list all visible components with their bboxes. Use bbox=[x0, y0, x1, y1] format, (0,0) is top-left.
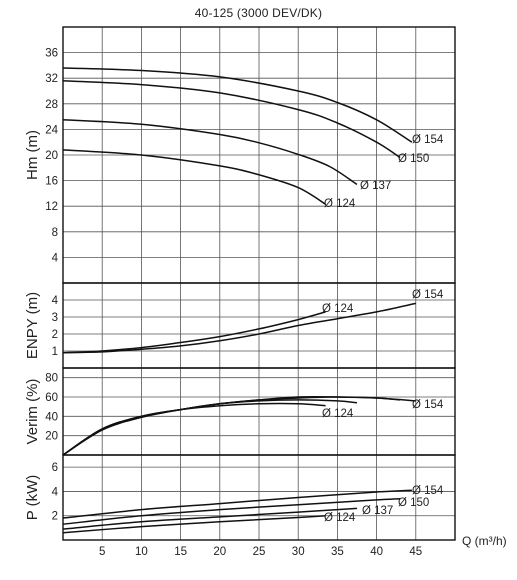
y-tick-label: 3 bbox=[52, 312, 58, 324]
y-tick-label: 4 bbox=[52, 486, 59, 498]
y-axis-label: Hm (m) bbox=[24, 130, 41, 180]
y-tick-label: 6 bbox=[52, 462, 58, 474]
diameter-label: Ø 154 bbox=[412, 289, 444, 301]
diameter-label: Ø 150 bbox=[398, 153, 429, 165]
x-tick-label: 45 bbox=[409, 546, 422, 558]
series-line-154 bbox=[62, 489, 412, 519]
x-tick-label: 15 bbox=[174, 546, 187, 558]
y-tick-label: 40 bbox=[45, 411, 58, 423]
y-tick-label: 4 bbox=[52, 295, 59, 307]
series-line-124 bbox=[62, 311, 326, 354]
panel-frame bbox=[62, 454, 456, 541]
y-tick-label: 8 bbox=[52, 227, 58, 239]
y-tick-label: 36 bbox=[45, 48, 58, 60]
y-tick-label: 60 bbox=[45, 392, 58, 404]
diameter-label: Ø 154 bbox=[412, 134, 444, 146]
diameter-label: Ø 137 bbox=[360, 180, 391, 192]
y-axis-label: P (kW) bbox=[24, 475, 41, 521]
y-tick-label: 20 bbox=[45, 150, 58, 162]
y-tick-label: 2 bbox=[52, 329, 58, 341]
x-tick-label: 40 bbox=[370, 546, 383, 558]
series-line-150 bbox=[62, 80, 401, 159]
diameter-label: Ø 124 bbox=[322, 408, 354, 420]
y-tick-label: 16 bbox=[45, 176, 58, 188]
x-tick-label: 35 bbox=[331, 546, 344, 558]
y-tick-label: 24 bbox=[45, 124, 58, 136]
series-line-137 bbox=[62, 507, 358, 530]
y-tick-label: 20 bbox=[45, 431, 58, 443]
x-tick-label: 5 bbox=[99, 546, 105, 558]
y-tick-label: 1 bbox=[52, 346, 58, 358]
y-tick-label: 32 bbox=[45, 73, 58, 85]
series-line-124 bbox=[62, 402, 326, 456]
x-tick-label: 10 bbox=[135, 546, 148, 558]
series-line-137 bbox=[62, 119, 358, 186]
diameter-label: Ø 124 bbox=[322, 303, 354, 315]
series-line-154 bbox=[62, 395, 416, 456]
series-line-154 bbox=[62, 67, 413, 143]
series-line-150 bbox=[62, 497, 401, 525]
x-tick-label: 25 bbox=[253, 546, 266, 558]
diameter-label: Ø 154 bbox=[412, 399, 444, 411]
series-line-150 bbox=[62, 396, 401, 456]
diameter-label: Ø 154 bbox=[412, 485, 444, 497]
series-line-154 bbox=[62, 302, 416, 354]
y-tick-label: 80 bbox=[45, 373, 58, 385]
diameter-label: Ø 124 bbox=[324, 512, 356, 524]
y-tick-label: 4 bbox=[52, 252, 59, 264]
x-tick-label: 20 bbox=[213, 546, 226, 558]
y-axis-label: Verim (%) bbox=[24, 379, 41, 445]
diameter-label: Ø 124 bbox=[324, 198, 356, 210]
y-axis-label: ENPY (m) bbox=[24, 292, 41, 359]
series-line-124 bbox=[62, 514, 326, 534]
chart-title: 40-125 (3000 DEV/DK) bbox=[194, 6, 323, 20]
y-tick-label: 2 bbox=[52, 511, 58, 523]
diameter-label: Ø 137 bbox=[362, 505, 393, 517]
series-line-124 bbox=[62, 149, 326, 205]
y-tick-label: 12 bbox=[45, 201, 58, 213]
y-tick-label: 28 bbox=[45, 99, 58, 111]
diameter-label: Ø 150 bbox=[398, 497, 429, 509]
x-axis-label: Q (m³/h) bbox=[462, 534, 507, 548]
x-tick-label: 30 bbox=[292, 546, 305, 558]
